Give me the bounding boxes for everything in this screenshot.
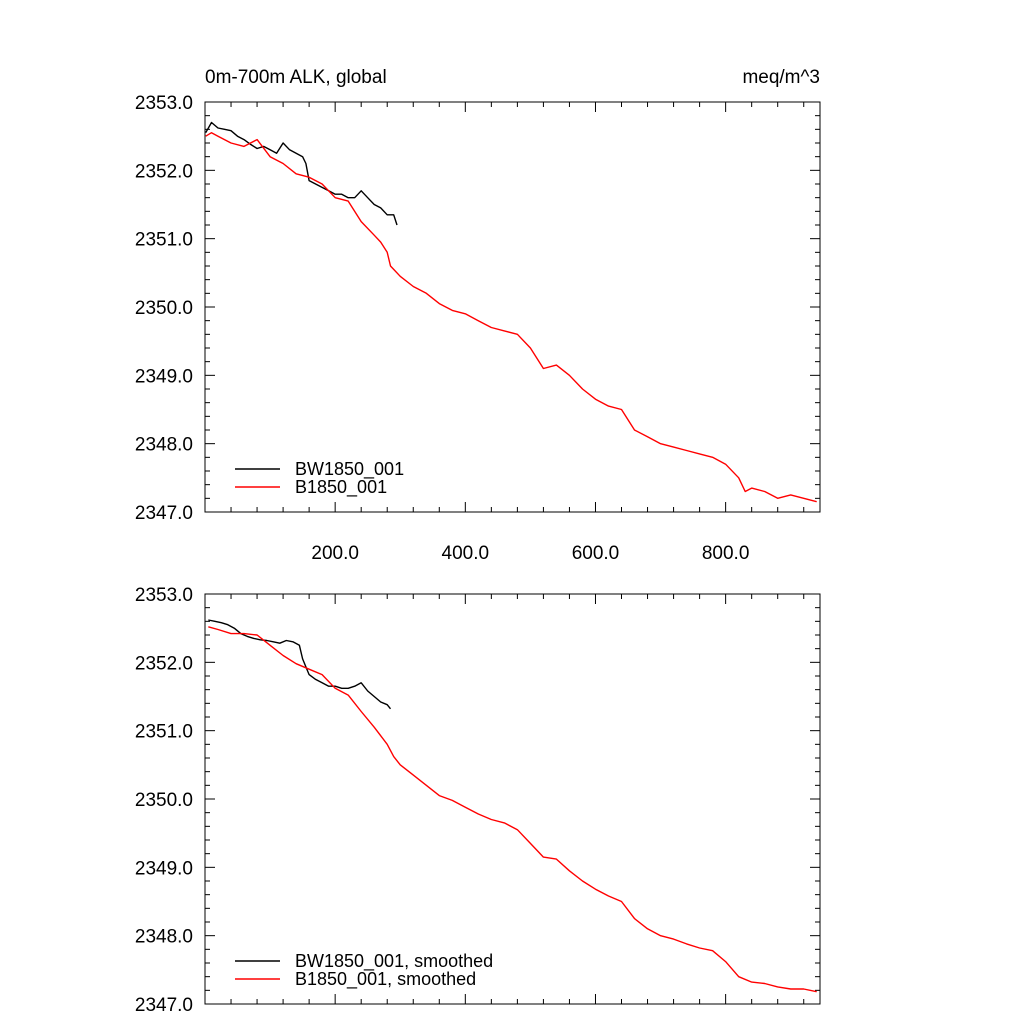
y-tick-label: 2353.0 [135, 585, 193, 606]
series-line-b1850-001 [208, 626, 817, 993]
x-tick-label: 400.0 [442, 543, 490, 564]
y-tick-label: 2350.0 [135, 790, 193, 811]
y-tick-label: 2350.0 [135, 298, 193, 319]
legend-label: B1850_001, smoothed [295, 969, 476, 990]
x-tick-label: 800.0 [702, 543, 750, 564]
top-panel: 2347.0 2348.0 2349.0 2350.0 2351.0 2352.0 2353… [135, 67, 821, 564]
y-tick-label: 2352.0 [135, 653, 193, 674]
chart-title: 0m-700m ALK, global [205, 67, 387, 88]
plot-frame [204, 101, 821, 513]
legend-label: B1850_001 [295, 477, 387, 498]
x-tick-label: 600.0 [572, 543, 620, 564]
y-tick-label: 2351.0 [135, 230, 193, 251]
y-tick-label: 2348.0 [135, 435, 193, 456]
y-tick-label: 2351.0 [135, 722, 193, 743]
y-tick-label: 2352.0 [135, 161, 193, 182]
y-tick-label: 2348.0 [135, 927, 193, 948]
y-tick-label: 2349.0 [135, 858, 193, 879]
bottom-panel: 2347.0 2348.0 2349.0 2350.0 2351.0 2352.0 2353… [135, 585, 821, 1016]
y-tick-label: 2353.0 [135, 93, 193, 114]
plot-frame [204, 593, 821, 1005]
units-label: meq/m^3 [742, 67, 820, 88]
legend-label: BW1850_001, smoothed [295, 951, 493, 972]
series-line-bw1850-001 [205, 121, 398, 226]
y-tick-label: 2347.0 [135, 503, 193, 524]
x-tick-label: 200.0 [311, 543, 359, 564]
series-line-b1850-001 [205, 131, 817, 503]
y-tick-label: 2347.0 [135, 995, 193, 1016]
y-tick-label: 2349.0 [135, 366, 193, 387]
series-line-bw1850-001 [208, 619, 392, 710]
legend-label: BW1850_001 [295, 459, 404, 480]
